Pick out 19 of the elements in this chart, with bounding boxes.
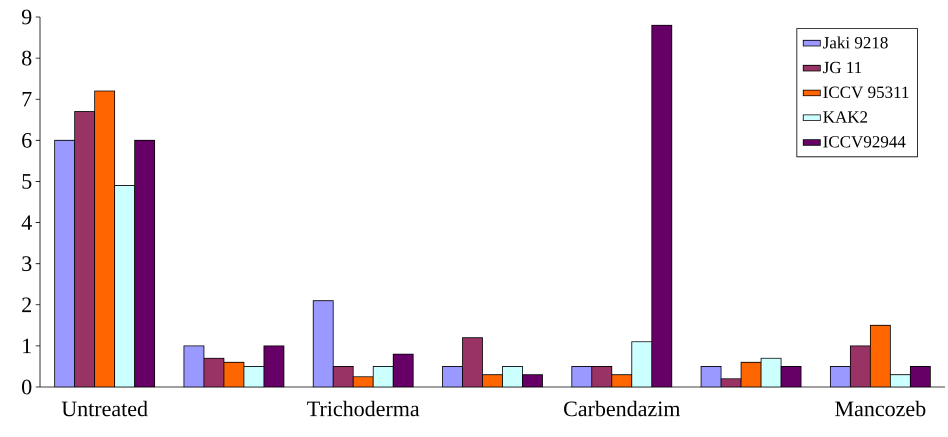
y-tick-label: 3	[22, 256, 32, 272]
legend-label: KAK2	[823, 111, 868, 123]
legend-label: ICCV 95311	[823, 86, 908, 98]
legend-label: Jaki 9218	[823, 36, 888, 48]
legend-label: ICCV92944	[823, 136, 906, 148]
x-tick-label: Untreated	[62, 400, 148, 416]
y-tick-label: 5	[22, 174, 32, 189]
y-tick-label: 9	[22, 10, 32, 24]
y-tick-label: 1	[23, 338, 31, 354]
y-tick-label: 0	[22, 380, 32, 394]
x-tick-label: Mancozeb	[835, 400, 926, 416]
y-tick-label: 6	[22, 132, 32, 148]
legend-label: JG 11	[823, 62, 862, 74]
y-tick-label: 7	[22, 92, 32, 106]
x-tick-label: Trichoderma	[307, 400, 420, 416]
y-tick-label: 4	[22, 215, 32, 230]
y-tick-label: 2	[22, 297, 31, 312]
y-tick-label: 8	[22, 50, 32, 66]
x-tick-label: Carbendazim	[564, 400, 680, 416]
